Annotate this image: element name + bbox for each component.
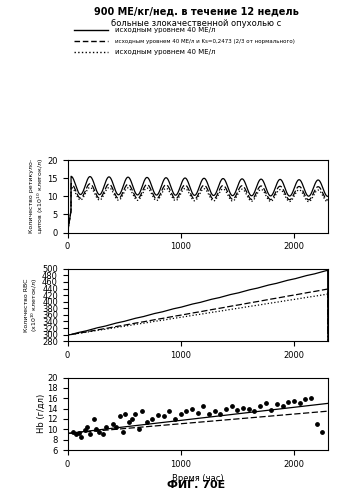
Point bbox=[319, 428, 325, 436]
Point bbox=[120, 428, 126, 436]
Point bbox=[100, 430, 105, 438]
Point bbox=[76, 430, 81, 438]
Point bbox=[129, 415, 135, 423]
Point bbox=[117, 412, 122, 420]
Text: 900 МЕ/кг/нед. в течение 12 недель: 900 МЕ/кг/нед. в течение 12 недель bbox=[94, 6, 298, 16]
Y-axis label: Количество RBC
(x10$^{10}$ клеток/л): Количество RBC (x10$^{10}$ клеток/л) bbox=[24, 278, 41, 332]
Point bbox=[97, 428, 102, 436]
Point bbox=[291, 397, 297, 405]
Text: больные злокачественной опухолью с: больные злокачественной опухолью с bbox=[111, 18, 281, 28]
Text: исходным уровнем 40 МЕ/л и Ks=0,2473 (2/3 от нормального): исходным уровнем 40 МЕ/л и Ks=0,2473 (2/… bbox=[115, 38, 295, 44]
Point bbox=[240, 404, 246, 411]
Point bbox=[126, 418, 131, 426]
Point bbox=[269, 406, 274, 413]
Point bbox=[88, 430, 93, 438]
Point bbox=[73, 430, 78, 438]
Point bbox=[251, 407, 257, 415]
Point bbox=[93, 426, 99, 434]
Point bbox=[136, 426, 142, 434]
Point bbox=[91, 415, 96, 423]
Point bbox=[189, 404, 195, 412]
Point bbox=[123, 410, 128, 418]
Point bbox=[167, 407, 172, 415]
Point bbox=[235, 406, 240, 413]
Point bbox=[229, 402, 234, 410]
Point bbox=[212, 407, 217, 415]
Point bbox=[150, 415, 155, 423]
Point bbox=[103, 422, 109, 430]
Point bbox=[280, 402, 285, 410]
Point bbox=[246, 404, 251, 412]
Point bbox=[223, 404, 229, 412]
Point bbox=[84, 422, 90, 430]
Y-axis label: Количество ретикуло-
цитов (x10$^{10}$ клеток/л): Количество ретикуло- цитов (x10$^{10}$ к… bbox=[29, 158, 46, 234]
Point bbox=[140, 407, 145, 415]
X-axis label: Время (час): Время (час) bbox=[172, 474, 223, 484]
Point bbox=[308, 394, 314, 402]
Point bbox=[314, 420, 319, 428]
Point bbox=[78, 433, 84, 441]
Point bbox=[133, 410, 138, 418]
Text: ФИГ. 70Е: ФИГ. 70Е bbox=[167, 480, 225, 490]
Point bbox=[195, 408, 200, 416]
Point bbox=[263, 400, 268, 407]
Point bbox=[172, 415, 178, 423]
Point bbox=[201, 402, 206, 410]
Point bbox=[155, 411, 161, 419]
Point bbox=[257, 402, 263, 410]
Point bbox=[184, 407, 189, 415]
Point bbox=[82, 426, 87, 434]
Text: исходным уровнем 40 МЕ/л: исходным уровнем 40 МЕ/л bbox=[115, 27, 215, 33]
Point bbox=[161, 412, 167, 420]
Point bbox=[178, 410, 184, 418]
Point bbox=[218, 410, 223, 418]
Point bbox=[206, 410, 212, 418]
Point bbox=[286, 398, 291, 406]
Point bbox=[144, 418, 149, 426]
Point bbox=[297, 400, 302, 407]
Point bbox=[303, 395, 308, 403]
Point bbox=[71, 428, 76, 436]
Y-axis label: Hb (г/дл): Hb (г/дл) bbox=[37, 394, 46, 434]
Point bbox=[274, 400, 280, 408]
Text: исходным уровнем 40 МЕ/л: исходным уровнем 40 МЕ/л bbox=[115, 49, 215, 55]
Point bbox=[110, 420, 116, 428]
Point bbox=[114, 422, 119, 430]
